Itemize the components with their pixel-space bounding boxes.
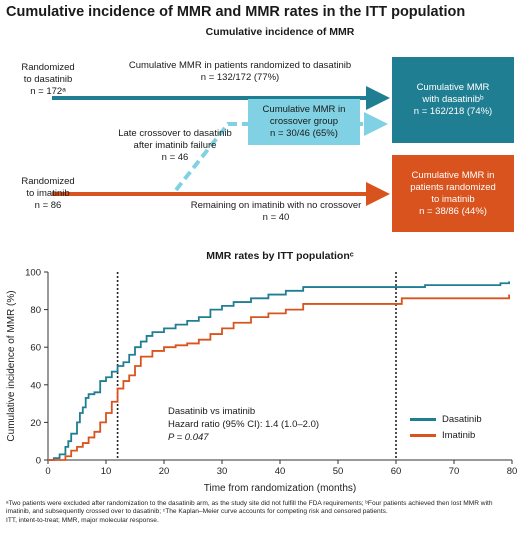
annotation-line2: Hazard ratio (95% CI): 1.4 (1.0–2.0)	[168, 419, 320, 430]
y-tick-label: 80	[30, 305, 41, 316]
x-tick-label: 70	[449, 466, 460, 477]
annotation-pvalue: P = 0.047	[168, 432, 209, 443]
legend-dasatinib-label: Dasatinib	[442, 414, 482, 425]
crossover-box-line2: crossover group	[269, 116, 339, 127]
x-tick-label: 10	[101, 466, 112, 477]
remaining-label-line1: Remaining on imatinib with no crossover	[190, 200, 362, 211]
x-tick-label: 0	[45, 466, 50, 477]
imatinib-box-n: n = 38/86 (44%)	[419, 205, 487, 217]
x-tick-label: 40	[275, 466, 286, 477]
crossover-box-n: n = 30/46 (65%)	[270, 128, 338, 139]
crossover-label-line2: after imatinib failure	[133, 140, 217, 151]
legend-imatinib-swatch	[410, 434, 436, 437]
rand-dasatinib-n: n = 172ᵃ	[30, 86, 66, 97]
series-line-imatinib	[48, 294, 510, 461]
crossover-label: Late crossover to dasatinib after imatin…	[90, 128, 260, 164]
y-axis-label: Cumulative incidence of MMR (%)	[6, 290, 17, 441]
rand-imatinib-label: Randomized to imatinib n = 86	[6, 176, 90, 212]
remaining-label: Remaining on imatinib with no crossover …	[166, 200, 386, 224]
crossover-label-n: n = 46	[161, 152, 189, 163]
annotation-line1: Dasatinib vs imatinib	[168, 406, 256, 417]
x-tick-label: 30	[217, 466, 228, 477]
top-arrow-label-line1: Cumulative MMR in patients randomized to…	[128, 60, 352, 71]
dasatinib-box: Cumulative MMR with dasatinibᵇ n = 162/2…	[392, 57, 514, 143]
crossover-box: Cumulative MMR in crossover group n = 30…	[248, 99, 360, 145]
crossover-box-line1: Cumulative MMR in	[262, 104, 346, 115]
chart-annotation: Dasatinib vs imatinib Hazard ratio (95% …	[168, 405, 319, 444]
rand-dasatinib-line1: Randomized	[21, 62, 75, 73]
top-arrow-label: Cumulative MMR in patients randomized to…	[120, 60, 360, 84]
rand-imatinib-line2: to imatinib	[26, 188, 70, 199]
y-tick-label: 60	[30, 343, 41, 354]
y-tick-label: 0	[36, 456, 41, 467]
crossover-label-line1: Late crossover to dasatinib	[118, 128, 232, 139]
dasatinib-box-line2: with dasatinibᵇ	[422, 94, 484, 105]
imatinib-box-line2: patients randomized	[410, 181, 496, 193]
page-title: Cumulative incidence of MMR and MMR rate…	[6, 4, 466, 20]
mmr-chart: 0 10 20 30 40 50 60 70 80 0 20 40 60 80 100 Time from r…	[6, 268, 518, 495]
top-arrow-label-n: n = 132/172 (77%)	[200, 72, 280, 83]
y-tick-label: 100	[25, 268, 41, 279]
x-tick-label: 80	[507, 466, 518, 477]
chart-heading: MMR rates by ITT populationᶜ	[206, 250, 354, 262]
imatinib-box-line1: Cumulative MMR in	[411, 169, 495, 181]
series-line-dasatinib	[48, 281, 510, 461]
imatinib-box: Cumulative MMR in patients randomized to…	[392, 155, 514, 232]
remaining-label-n: n = 40	[262, 212, 290, 223]
legend-dasatinib-swatch	[410, 418, 436, 421]
dasatinib-box-line1: Cumulative MMR	[416, 82, 490, 93]
x-axis-label: Time from randomization (months)	[204, 483, 356, 494]
footnotes: ᵃTwo patients were excluded after random…	[6, 500, 516, 525]
dasatinib-box-n: n = 162/218 (74%)	[413, 106, 493, 117]
footnote-2: ITT, intent-to-treat; MMR, major molecul…	[6, 516, 159, 524]
legend-imatinib: Imatinib	[410, 430, 475, 441]
flow-arrows	[52, 86, 390, 206]
flow-heading: Cumulative incidence of MMR	[205, 26, 355, 38]
x-tick-label: 20	[159, 466, 170, 477]
rand-dasatinib-label: Randomized to dasatinib n = 172ᵃ	[6, 62, 90, 98]
x-tick-label: 60	[391, 466, 402, 477]
x-tick-label: 50	[333, 466, 344, 477]
crossover-arrow	[174, 112, 388, 192]
imatinib-box-line3: to imatinib	[431, 193, 475, 205]
rand-imatinib-n: n = 86	[34, 200, 62, 211]
y-tick-label: 40	[30, 380, 41, 391]
footnote-1: ᵃTwo patients were excluded after random…	[6, 500, 493, 516]
rand-dasatinib-line2: to dasatinib	[23, 74, 73, 85]
legend-dasatinib: Dasatinib	[410, 414, 482, 425]
y-tick-label: 20	[30, 418, 41, 429]
legend-imatinib-label: Imatinib	[442, 430, 476, 441]
rand-imatinib-line1: Randomized	[21, 176, 75, 187]
